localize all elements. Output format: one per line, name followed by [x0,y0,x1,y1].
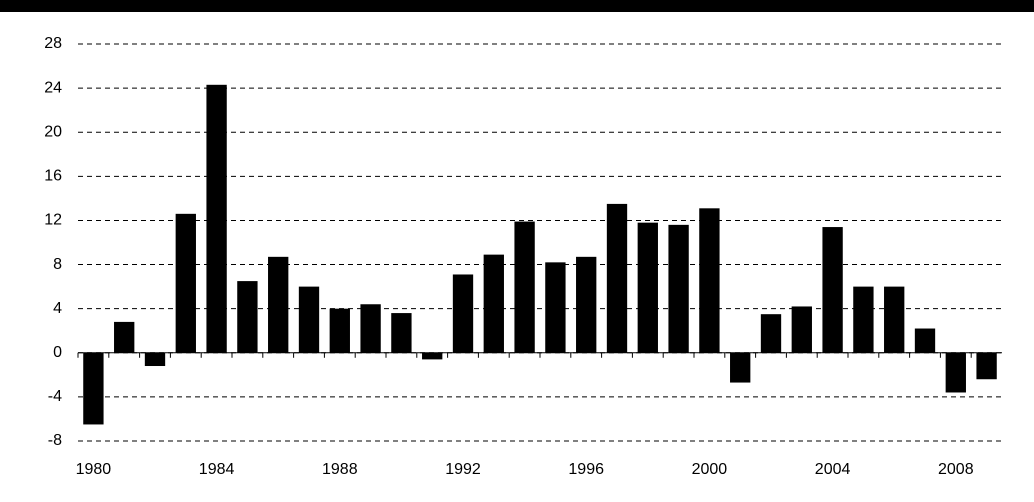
bar [452,274,474,353]
y-tick-label: 20 [44,123,62,140]
x-tick-label: 2008 [938,461,974,478]
y-tick-label: -8 [48,432,62,449]
bar [391,313,412,353]
bar [730,352,751,383]
x-tick-label: 1980 [76,461,112,478]
bar [360,304,381,353]
y-tick-label: 28 [44,35,62,52]
x-tick-label: 1988 [322,461,358,478]
bar [329,308,350,353]
bar [884,286,905,353]
x-tick-label: 1996 [568,461,604,478]
bar [822,227,843,353]
bar [637,222,658,353]
bar [576,256,597,353]
y-tick-label: 4 [53,300,62,317]
bar [144,352,166,367]
bar [853,286,874,353]
bar [545,262,566,353]
y-tick-label: -4 [48,388,62,405]
y-tick-label: 8 [53,256,62,273]
y-tick-label: 24 [44,79,62,96]
bar [268,256,289,353]
x-tick-label: 2000 [692,461,728,478]
x-tick-label: 2004 [815,461,851,478]
bar [422,352,443,360]
y-tick-label: 16 [44,168,62,185]
bar [237,281,258,353]
bar [83,352,104,425]
header-rule [0,0,1034,12]
bar [606,203,628,353]
bar [945,352,966,393]
bar [699,208,720,353]
x-tick-label: 1984 [199,461,235,478]
bar [483,254,504,353]
bar [914,328,936,353]
bar [760,314,782,353]
bar [175,213,196,353]
bar [114,321,135,353]
y-tick-label: 12 [44,212,62,229]
bar [206,84,227,353]
bar [791,306,812,353]
bar [514,221,535,353]
y-tick-label: 0 [53,344,62,361]
bar [668,224,689,353]
bar [298,286,320,353]
bar [976,352,997,380]
x-tick-label: 1992 [445,461,481,478]
